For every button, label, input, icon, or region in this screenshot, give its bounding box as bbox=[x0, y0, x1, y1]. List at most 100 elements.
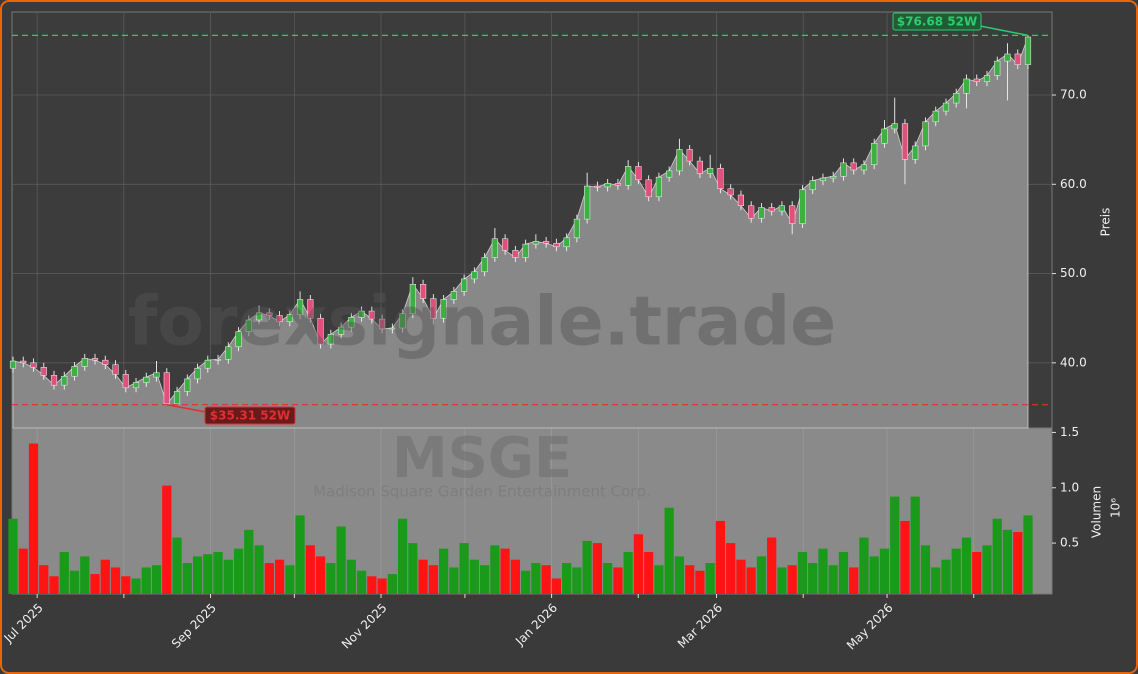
volume-bar bbox=[521, 570, 531, 594]
y-axis-label: Preis bbox=[1099, 208, 1113, 237]
candle-body bbox=[450, 291, 457, 300]
candle-body bbox=[655, 176, 662, 198]
volume-bar bbox=[8, 518, 18, 594]
candle-body bbox=[922, 121, 929, 147]
candle-body bbox=[707, 167, 714, 174]
volume-bar bbox=[100, 559, 110, 594]
volume-bar bbox=[356, 570, 367, 594]
annotation-box bbox=[204, 406, 296, 425]
candle-body bbox=[71, 366, 78, 377]
volume-bar bbox=[972, 551, 982, 594]
volume-bar bbox=[787, 565, 797, 594]
candle-body bbox=[830, 176, 837, 179]
candle-body bbox=[297, 299, 304, 315]
volume-bar bbox=[151, 565, 162, 594]
candle-body bbox=[153, 372, 160, 378]
candle-body bbox=[953, 92, 960, 104]
y-tick-label: 1.0 bbox=[1060, 480, 1079, 494]
volume-bar bbox=[469, 559, 479, 594]
candle-body bbox=[204, 359, 211, 369]
candle-body bbox=[901, 123, 909, 160]
candle-body bbox=[789, 205, 796, 224]
candle-body bbox=[409, 284, 416, 314]
volume-bar bbox=[572, 567, 582, 594]
candle-body bbox=[512, 250, 519, 258]
volume-bar bbox=[367, 576, 377, 594]
volume-bar bbox=[992, 518, 1002, 594]
annotation-high: $76.68 52W bbox=[897, 15, 977, 29]
annotation-box bbox=[892, 12, 982, 31]
volume-bar bbox=[192, 556, 203, 594]
candle-body bbox=[420, 284, 427, 299]
volume-bar bbox=[644, 551, 654, 594]
candle-body bbox=[255, 312, 263, 321]
volume-bar bbox=[900, 520, 910, 594]
candle-body bbox=[491, 238, 498, 258]
volume-bar bbox=[654, 565, 664, 594]
volume-bar bbox=[223, 559, 233, 594]
candle-body bbox=[245, 319, 252, 332]
candle-body bbox=[840, 162, 847, 177]
volume-bar bbox=[418, 559, 428, 594]
candle-body bbox=[891, 123, 898, 130]
volume-bar bbox=[182, 563, 192, 594]
candle-body bbox=[379, 318, 386, 330]
volume-bar bbox=[674, 556, 685, 594]
candle-body bbox=[481, 257, 488, 273]
candle-body bbox=[912, 145, 919, 160]
candle-body bbox=[758, 207, 765, 219]
volume-bar bbox=[613, 567, 623, 594]
annotation-low: $35.31 52W bbox=[210, 409, 290, 423]
volume-bar bbox=[951, 548, 961, 594]
candle-body bbox=[850, 162, 857, 171]
candle-body bbox=[184, 378, 191, 392]
volume-bar bbox=[695, 570, 705, 594]
candle-body bbox=[327, 334, 334, 345]
volume-bar bbox=[295, 515, 305, 594]
candle-body bbox=[317, 317, 324, 345]
volume-bar bbox=[203, 554, 213, 594]
volume-bar bbox=[162, 485, 172, 594]
candle-body bbox=[973, 78, 980, 82]
candle-body bbox=[860, 164, 868, 171]
volume-bar bbox=[500, 548, 510, 594]
candle-body bbox=[61, 375, 68, 386]
candle-body bbox=[871, 142, 878, 165]
volume-bar bbox=[131, 578, 141, 594]
candle-body bbox=[625, 166, 632, 186]
candle-body bbox=[9, 360, 17, 369]
volume-bar bbox=[920, 545, 931, 594]
volume-bar bbox=[849, 567, 859, 594]
candle-body bbox=[430, 298, 437, 319]
annotation-arrow bbox=[166, 403, 207, 413]
y-tick-label: 1.5 bbox=[1060, 425, 1079, 439]
volume-bar bbox=[213, 551, 223, 594]
candle-body bbox=[122, 374, 129, 389]
volume-bar bbox=[1023, 515, 1033, 594]
volume-bar bbox=[582, 540, 592, 594]
candle-body bbox=[717, 167, 724, 190]
candle-body bbox=[307, 299, 314, 319]
volume-bar bbox=[233, 548, 244, 594]
candle-body bbox=[91, 358, 99, 361]
candle-body bbox=[194, 367, 201, 380]
candle-body bbox=[102, 359, 109, 365]
candle-body bbox=[604, 183, 611, 188]
volume-bar bbox=[777, 567, 787, 594]
volume-bar bbox=[459, 543, 469, 594]
candle-body bbox=[696, 160, 703, 174]
volume-bar bbox=[961, 537, 972, 594]
volume-axis-label: Volumen bbox=[1090, 486, 1104, 538]
candle-body bbox=[942, 102, 950, 112]
candle-body bbox=[143, 376, 150, 383]
volume-bar bbox=[49, 576, 59, 594]
volume-bar bbox=[59, 551, 69, 594]
volume-bar bbox=[869, 556, 879, 594]
candle-body bbox=[809, 180, 816, 190]
volume-bar bbox=[633, 534, 644, 594]
volume-bar bbox=[818, 548, 828, 594]
volume-bar bbox=[890, 496, 900, 594]
volume-bar bbox=[39, 565, 49, 594]
candle-body bbox=[522, 243, 529, 258]
